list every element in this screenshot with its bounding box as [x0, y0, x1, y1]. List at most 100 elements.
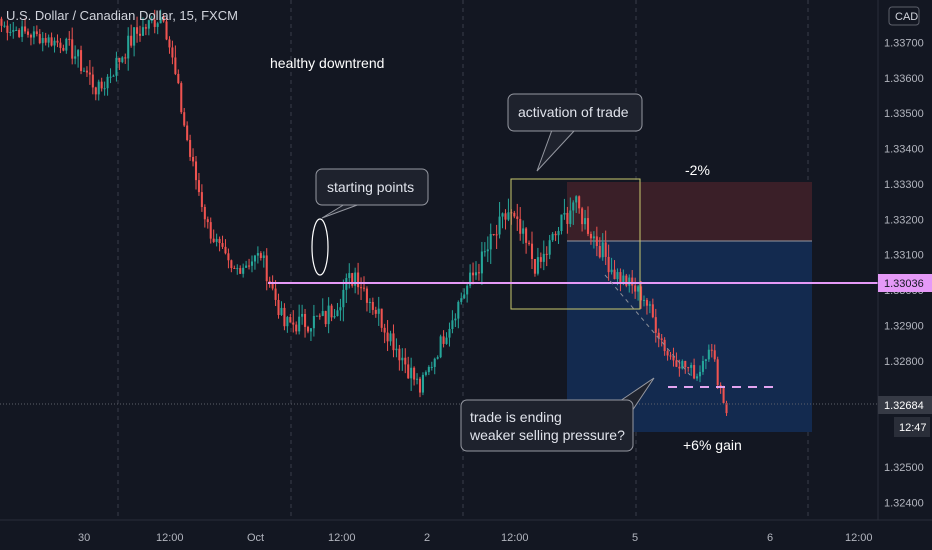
candle-up — [448, 328, 451, 338]
activation-label: activation of trade — [518, 104, 629, 120]
candle-down — [371, 301, 374, 310]
candle-up — [253, 255, 256, 262]
candle-down — [171, 47, 174, 58]
candle-up — [112, 75, 115, 77]
candle-up — [312, 315, 315, 329]
candle-up — [127, 35, 130, 59]
candle-down — [351, 273, 354, 286]
stop-loss-zone[interactable] — [567, 182, 812, 241]
candle-up — [501, 213, 504, 217]
candle-up — [336, 310, 339, 317]
candle-down — [180, 83, 183, 113]
candle-up — [21, 26, 24, 37]
starting-point-ellipse[interactable] — [311, 218, 329, 276]
time-tick-label: 2 — [424, 532, 430, 544]
candle-up — [421, 374, 424, 393]
trade-ending-callout[interactable]: trade is ending weaker selling pressure? — [460, 377, 655, 452]
starting-points-callout[interactable]: starting points — [315, 168, 429, 219]
symbol-title[interactable]: U.S. Dollar / Canadian Dollar, 15, FXCM — [6, 8, 238, 23]
price-tick-label: 1.33600 — [884, 73, 924, 85]
candle-up — [150, 19, 153, 21]
candle-down — [672, 355, 675, 361]
candle-up — [416, 378, 419, 380]
candle-up — [466, 285, 469, 295]
candle-up — [41, 38, 44, 44]
candle-up — [483, 251, 486, 253]
candle-up — [701, 360, 704, 372]
candle-down — [274, 288, 277, 300]
last-price-tag[interactable]: 1.32684 — [878, 396, 932, 414]
trend-diagonal-line — [604, 274, 691, 376]
currency-badge[interactable]: CAD — [888, 6, 920, 26]
candle-down — [519, 218, 522, 234]
candle-down — [324, 311, 327, 325]
candle-down — [516, 216, 519, 219]
price-tick-label: 1.33500 — [884, 108, 924, 120]
starting-points-label: starting points — [327, 179, 414, 195]
candle-up — [548, 240, 551, 255]
candle-up — [242, 267, 245, 274]
candle-up — [280, 307, 283, 316]
candle-down — [374, 309, 377, 314]
candle-down — [80, 50, 83, 71]
candle-down — [100, 81, 103, 89]
time-tick-label: 12:00 — [501, 532, 529, 544]
candle-up — [321, 311, 324, 316]
candle-down — [407, 364, 410, 379]
candle-down — [657, 332, 660, 339]
candle-up — [707, 349, 710, 360]
activation-callout[interactable]: activation of trade — [507, 93, 643, 172]
candle-down — [545, 253, 548, 255]
candle-down — [442, 336, 445, 344]
candle-up — [454, 318, 457, 321]
candle-down — [684, 360, 687, 368]
last-price-label: 1.32684 — [884, 400, 924, 412]
candle-down — [398, 348, 401, 361]
candle-up — [97, 81, 100, 95]
candle-up — [354, 272, 357, 286]
candle-up — [32, 31, 35, 38]
candle-up — [430, 366, 433, 368]
candle-down — [189, 140, 192, 157]
candle-up — [551, 233, 554, 241]
candle-down — [413, 367, 416, 380]
candle-down — [227, 253, 230, 261]
candle-down — [239, 268, 242, 274]
candle-up — [115, 57, 118, 76]
current-price-tag[interactable]: 1.33036 — [878, 274, 932, 292]
candle-up — [389, 333, 392, 342]
candle-down — [277, 299, 280, 316]
candle-up — [262, 255, 265, 258]
candle-up — [309, 328, 312, 332]
candle-down — [200, 192, 203, 207]
candle-down — [589, 233, 592, 239]
activation-box[interactable] — [510, 178, 641, 310]
candle-down — [186, 125, 189, 141]
candle-up — [575, 196, 578, 203]
candle-down — [713, 350, 716, 360]
candle-down — [35, 31, 38, 35]
candle-down — [330, 305, 333, 318]
candle-up — [348, 273, 351, 278]
callout-box — [460, 399, 634, 452]
candle-down — [472, 272, 475, 276]
candle-up — [696, 376, 699, 379]
price-tick-label: 1.32900 — [884, 320, 924, 332]
candle-down — [725, 403, 728, 414]
candle-down — [165, 21, 168, 40]
candle-down — [153, 19, 156, 27]
candle-down — [0, 18, 3, 26]
candle-down — [94, 87, 97, 95]
candle-up — [637, 286, 640, 292]
candle-up — [698, 371, 702, 377]
candle-down — [687, 367, 690, 369]
candle-down — [177, 73, 180, 84]
candle-up — [433, 358, 436, 367]
candle-down — [404, 357, 407, 365]
candle-down — [365, 288, 368, 303]
candle-down — [651, 304, 654, 318]
candle-down — [71, 39, 74, 59]
candle-down — [418, 378, 422, 393]
candle-up — [333, 316, 336, 318]
